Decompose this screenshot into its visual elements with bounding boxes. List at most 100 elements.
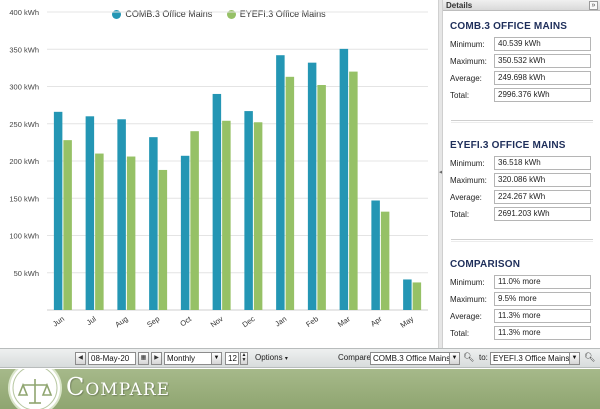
bar-series-1 (339, 48, 349, 310)
date-input[interactable]: 08-May-20 (88, 352, 136, 365)
bar-series-2 (222, 120, 231, 311)
to-select-value: EYEFI.3 Office Mains (493, 354, 570, 363)
options-menu-button[interactable]: Options ▾ (255, 352, 288, 365)
stat-value-field: 320.086 kWh (494, 173, 591, 187)
stat-value-field: 350.532 kWh (494, 54, 591, 68)
stat-label: Maximum: (450, 176, 487, 185)
bar-series-1 (85, 116, 95, 310)
section-divider (451, 120, 593, 123)
x-tick-label: Jan (273, 314, 288, 328)
section-title-eyefi3: EYEFI.3 OFFICE MAINS (450, 140, 566, 151)
bar-series-1 (212, 93, 222, 310)
bar-series-2 (190, 131, 199, 310)
stat-value-field: 11.0% more (494, 275, 591, 289)
to-select[interactable]: EYEFI.3 Office Mains ▼ (490, 352, 580, 365)
stat-value-field: 224.267 kWh (494, 190, 591, 204)
search-icon[interactable]: 🔍︎ (463, 352, 475, 362)
x-tick-label: Nov (209, 314, 225, 329)
chart-area: COMB.3 Office Mains EYEFI.3 Office Mains… (0, 8, 438, 330)
stat-row-maximum: Maximum: 350.532 kWh (443, 53, 600, 70)
stat-label: Maximum: (450, 57, 487, 66)
details-panel: Details » COMB.3 OFFICE MAINS Minimum: 40… (442, 0, 600, 348)
stat-label: Minimum: (450, 159, 485, 168)
x-tick-label: Feb (304, 314, 320, 329)
stat-label: Minimum: (450, 278, 485, 287)
stat-row-average: Average: 224.267 kWh (443, 189, 600, 206)
bar-series-2 (126, 156, 136, 310)
period-select[interactable]: Monthly ▼ (164, 352, 222, 365)
stat-label: Total: (450, 329, 470, 338)
stat-value-field: 9.5% more (494, 292, 591, 306)
x-tick-label: Dec (240, 314, 256, 329)
calendar-icon[interactable]: ▦ (138, 352, 149, 365)
double-chevron-right-icon[interactable]: » (589, 1, 598, 10)
toolbar: ◀ 08-May-20 ▦ ▶ Monthly ▼ 12 ▲ ▼ Options … (0, 348, 600, 368)
bar-series-1 (180, 155, 190, 310)
bar-series-2 (253, 122, 263, 310)
legend-item-series-2[interactable]: EYEFI.3 Office Mains (226, 9, 326, 19)
legend-item-series-1[interactable]: COMB.3 Office Mains (112, 9, 212, 19)
bar-series-2 (63, 140, 72, 310)
chevron-down-icon: ▼ (449, 353, 459, 364)
legend-dot-series-1 (112, 9, 122, 19)
details-header: Details » (443, 0, 600, 11)
x-tick-label: Oct (178, 314, 193, 329)
y-tick-label: 300 kWh (9, 83, 39, 92)
options-caret-icon: ▾ (284, 356, 288, 362)
stat-row-maximum: Maximum: 320.086 kWh (443, 172, 600, 189)
bar-series-1 (117, 119, 126, 310)
previous-period-button[interactable]: ◀ (75, 352, 86, 365)
splitter-arrow-icon[interactable]: ◀ (439, 168, 444, 178)
stat-row-total: Total: 2996.376 kWh (443, 87, 600, 104)
x-tick-label: Apr (369, 314, 384, 328)
stat-row-minimum: Minimum: 11.0% more (443, 274, 600, 291)
x-tick-label: Sep (145, 314, 161, 329)
y-tick-label: 400 kWh (9, 8, 39, 17)
section-comparison: COMPARISON Minimum: 11.0% more Maximum: 9.… (443, 259, 600, 342)
footer-banner: Compare (0, 369, 600, 409)
bar-series-1 (53, 111, 63, 310)
stat-row-minimum: Minimum: 36.518 kWh (443, 155, 600, 172)
bar-series-2 (412, 282, 422, 310)
panel-splitter[interactable]: ◀ (438, 0, 444, 348)
stat-value-field: 11.3% more (494, 309, 591, 323)
compare-label: Compare: (338, 353, 374, 362)
bar-series-2 (317, 85, 326, 310)
bar-series-2 (158, 169, 168, 310)
stat-value-field: 2691.203 kWh (494, 207, 591, 221)
stat-label: Total: (450, 210, 470, 219)
y-tick-label: 100 kWh (9, 232, 39, 241)
bar-series-1 (149, 137, 158, 310)
stat-value-field: 249.698 kWh (494, 71, 591, 85)
section-divider (451, 239, 593, 242)
compare-select-value: COMB.3 Office Mains (373, 354, 451, 363)
compare-select[interactable]: COMB.3 Office Mains ▼ (370, 352, 460, 365)
y-tick-label: 200 kWh (9, 157, 39, 166)
legend-dot-series-2 (226, 9, 236, 19)
y-tick-label: 350 kWh (9, 45, 39, 54)
stat-label: Maximum: (450, 295, 487, 304)
section-title-comparison: COMPARISON (450, 259, 521, 270)
stat-label: Minimum: (450, 40, 485, 49)
chart-legend: COMB.3 Office Mains EYEFI.3 Office Mains (0, 9, 438, 21)
x-tick-label: Mar (336, 314, 352, 329)
next-period-button[interactable]: ▶ (151, 352, 162, 365)
x-tick-label: Jul (85, 314, 98, 327)
footer-title: Compare (66, 373, 171, 401)
bar-series-2 (380, 211, 390, 310)
search-icon[interactable]: 🔍︎ (584, 352, 596, 362)
stat-row-total: Total: 11.3% more (443, 325, 600, 342)
bar-series-1 (244, 111, 253, 311)
chevron-down-icon: ▼ (569, 353, 579, 364)
bar-series-2 (285, 76, 295, 310)
stat-label: Average: (450, 312, 482, 321)
stat-value-field: 40.539 kWh (494, 37, 591, 51)
x-tick-label: May (399, 314, 416, 330)
bar-series-1 (276, 55, 285, 311)
stat-row-total: Total: 2691.203 kWh (443, 206, 600, 223)
stat-row-maximum: Maximum: 9.5% more (443, 291, 600, 308)
legend-label-series-2: EYEFI.3 Office Mains (239, 9, 326, 19)
period-count-input[interactable]: 12 (225, 352, 239, 365)
section-eyefi3: EYEFI.3 OFFICE MAINS Minimum: 36.518 kWh … (443, 140, 600, 223)
count-stepper[interactable]: ▲ ▼ (240, 352, 248, 365)
